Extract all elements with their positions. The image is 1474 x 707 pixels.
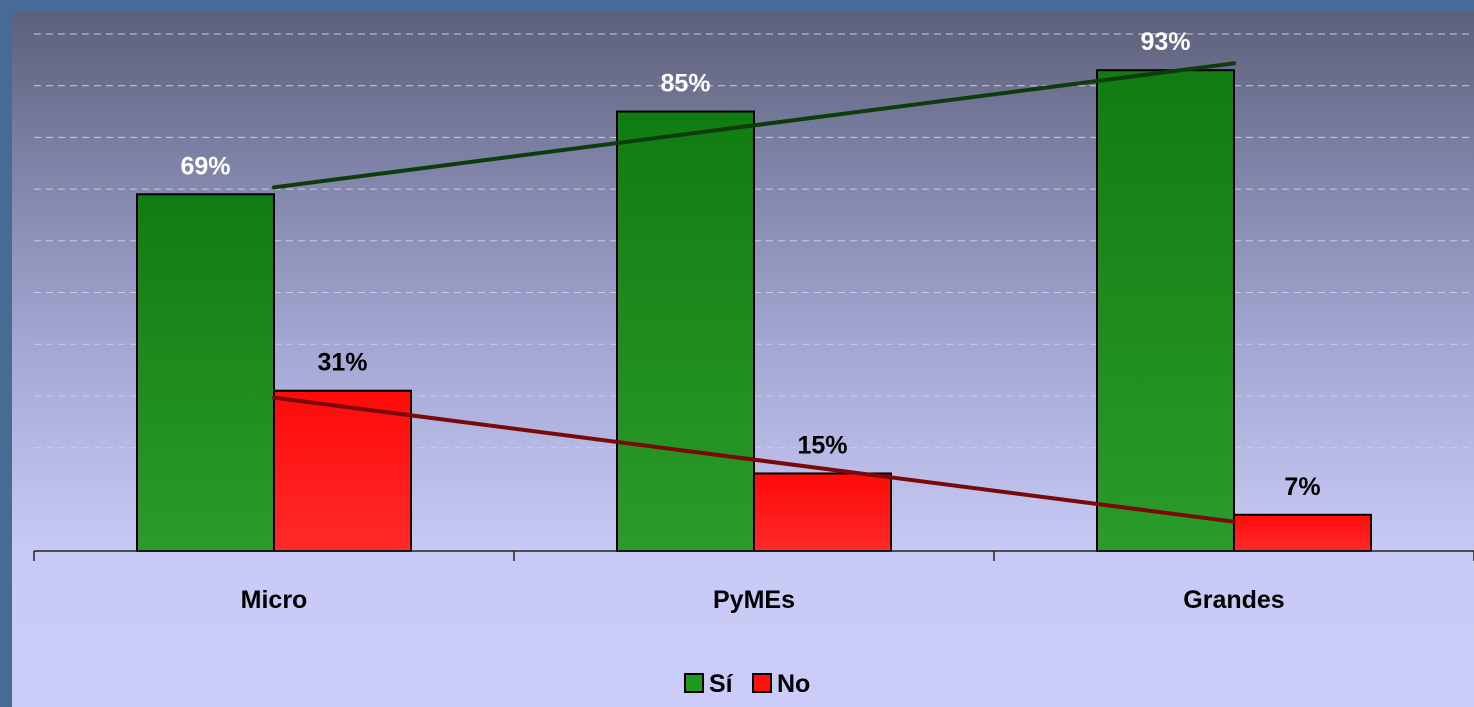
trendline-si bbox=[272, 61, 1236, 190]
bar-chart: 69% 85% 93% 31% 15% 7% Micro PyMEs Grandes Sí No bbox=[33, 28, 1474, 698]
trendline-no bbox=[272, 395, 1236, 524]
data-label: 7% bbox=[1284, 473, 1320, 501]
trendlines bbox=[272, 61, 1236, 524]
legend: Sí No bbox=[684, 670, 810, 698]
legend-swatch-si bbox=[684, 673, 704, 693]
data-label: 31% bbox=[317, 349, 367, 377]
x-tick-label: Micro bbox=[241, 586, 308, 614]
x-tick-label: PyMEs bbox=[713, 586, 795, 614]
legend-label: Sí bbox=[709, 670, 734, 698]
data-label: 69% bbox=[180, 152, 230, 180]
bar-no-pymes bbox=[753, 472, 892, 553]
bars bbox=[136, 69, 1372, 553]
chart-frame: 69% 85% 93% 31% 15% 7% Micro PyMEs Grandes Sí No bbox=[12, 12, 1474, 707]
data-label: 93% bbox=[1140, 28, 1190, 56]
bar-no-grandes bbox=[1233, 513, 1372, 552]
bar-si-micro bbox=[136, 193, 275, 553]
bar-si-grandes bbox=[1096, 69, 1235, 552]
data-labels: 69% 85% 93% 31% 15% 7% bbox=[180, 28, 1320, 501]
legend-swatch-no bbox=[752, 673, 772, 693]
bar-no-micro bbox=[273, 389, 412, 553]
data-label: 15% bbox=[797, 431, 847, 459]
data-label: 85% bbox=[660, 70, 710, 98]
x-tick-label: Grandes bbox=[1183, 586, 1284, 614]
legend-label: No bbox=[777, 670, 810, 698]
bar-si-pymes bbox=[616, 110, 755, 553]
x-axis: Micro PyMEs Grandes bbox=[33, 550, 1474, 614]
